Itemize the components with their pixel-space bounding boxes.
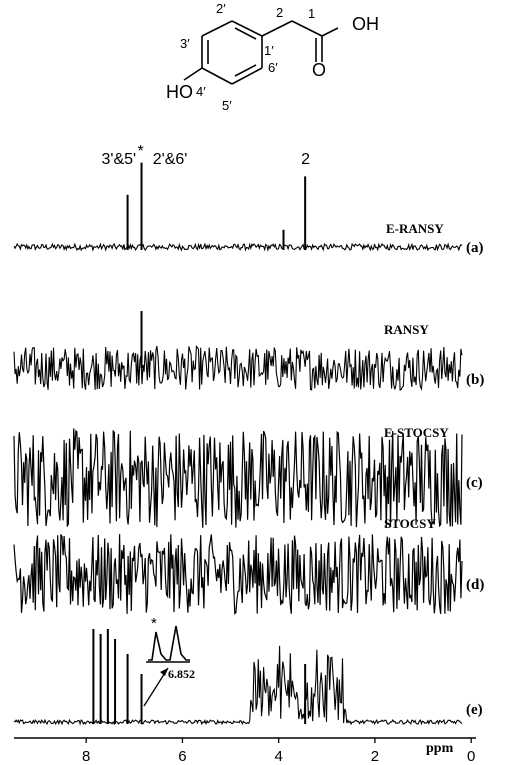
x-tick-label: 8 bbox=[82, 748, 90, 765]
atom-label: HO bbox=[166, 82, 193, 102]
peak-label: 2 bbox=[301, 151, 310, 168]
panel-b: RANSY (b) bbox=[13, 311, 484, 391]
bond bbox=[234, 64, 257, 77]
inset-value: 6.852 bbox=[168, 667, 195, 681]
spectrum-trace bbox=[13, 345, 463, 391]
panel-label: (e) bbox=[466, 702, 483, 718]
method-label: E-STOCSY bbox=[384, 425, 449, 440]
panel-label: (b) bbox=[466, 372, 484, 388]
x-axis-label: ppm bbox=[426, 741, 454, 756]
panel-d: STOCSY (d) bbox=[13, 516, 484, 615]
panel-a: 3'&5' * 2'&6' 2 E-RANSY (a) bbox=[13, 143, 484, 256]
atom-label: 1 bbox=[308, 6, 315, 21]
bond bbox=[231, 67, 263, 85]
peak-label: * bbox=[138, 143, 144, 160]
peak-label: 2'&6' bbox=[153, 151, 188, 168]
method-label: E-RANSY bbox=[386, 221, 444, 236]
atom-label: 3′ bbox=[180, 36, 190, 51]
atom-label: 5′ bbox=[222, 98, 232, 113]
inset-star: * bbox=[151, 615, 157, 632]
spectrum-trace bbox=[13, 428, 463, 528]
panel-e: (e) * 6.852 bbox=[13, 615, 483, 726]
bond bbox=[291, 20, 323, 37]
bond bbox=[231, 20, 263, 37]
method-label: RANSY bbox=[384, 322, 429, 337]
chemical-structure bbox=[183, 20, 339, 85]
x-tick-label: 6 bbox=[178, 748, 186, 765]
atom-label: 2 bbox=[276, 5, 283, 20]
atom-label: 4′ bbox=[196, 84, 206, 99]
x-tick-label: 4 bbox=[275, 748, 283, 765]
inset: * 6.852 bbox=[143, 615, 195, 707]
bond bbox=[201, 20, 233, 37]
x-tick-label: 0 bbox=[467, 748, 475, 765]
bond bbox=[234, 27, 257, 40]
bond bbox=[261, 20, 293, 37]
bond bbox=[321, 27, 339, 37]
bond bbox=[201, 67, 233, 85]
x-axis: 8 6 4 2 0 ppm bbox=[14, 737, 476, 765]
atom-label: 1′ bbox=[264, 43, 274, 58]
panel-label: (c) bbox=[466, 475, 483, 491]
atom-label: 6′ bbox=[268, 60, 278, 75]
peak-label: 3'&5' bbox=[102, 151, 137, 168]
x-tick-label: 2 bbox=[371, 748, 379, 765]
atom-label: 2′ bbox=[216, 1, 226, 16]
inset-arrowhead bbox=[160, 668, 168, 676]
spectrum-trace bbox=[13, 645, 463, 726]
inset-trace bbox=[148, 625, 190, 661]
atom-label-o: O bbox=[312, 60, 326, 80]
bond bbox=[183, 67, 203, 81]
spectrum-trace bbox=[13, 242, 463, 252]
panel-label: (a) bbox=[466, 240, 484, 256]
method-label: STOCSY bbox=[384, 516, 436, 531]
spectrum-trace bbox=[13, 534, 463, 615]
panel-label: (d) bbox=[466, 577, 484, 593]
atom-label: OH bbox=[352, 14, 379, 34]
panel-c: E-STOCSY (c) bbox=[13, 425, 483, 528]
